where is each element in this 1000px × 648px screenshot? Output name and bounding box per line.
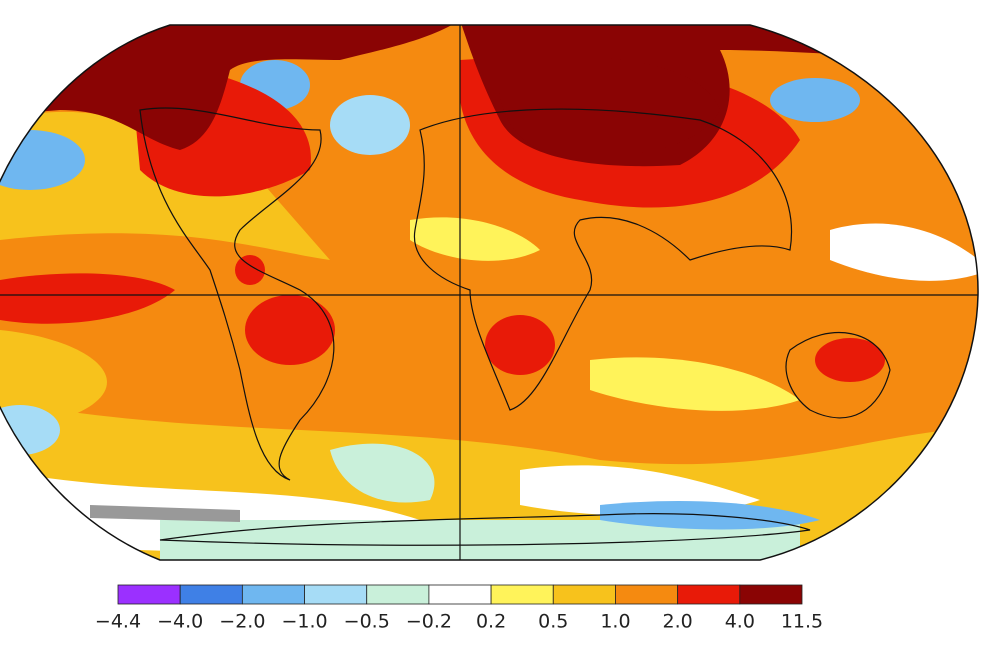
colorbar-tick-label: −4.0 — [157, 611, 203, 633]
map-outline — [0, 24, 979, 561]
colorbar-tick-label: 0.5 — [538, 611, 568, 633]
colorbar-segment — [552, 584, 616, 605]
colorbar-tick-label: −4.4 — [95, 611, 141, 633]
colorbar-tick-label: −1.0 — [281, 611, 327, 633]
colorbar-segment — [304, 584, 368, 605]
colorbar-tick-label: −0.5 — [344, 611, 390, 633]
anomaly-map — [0, 25, 979, 560]
colorbar-tick-label: 0.2 — [476, 611, 506, 633]
colorbar-tick-label: −0.2 — [406, 611, 452, 633]
colorbar-segment — [179, 584, 243, 605]
colorbar-segment — [490, 584, 554, 605]
colorbar-tick-label: 4.0 — [725, 611, 755, 633]
colorbar-tick-label: 1.0 — [600, 611, 630, 633]
colorbar-segment — [677, 584, 741, 605]
colorbar-tick-label: −2.0 — [219, 611, 265, 633]
colorbar-tick-label: 11.5 — [781, 611, 823, 633]
colorbar-tick-label: 2.0 — [663, 611, 693, 633]
colorbar-segment — [615, 584, 679, 605]
colorbar-segment — [428, 584, 492, 605]
colorbar: −4.4 −4.0 −2.0 −1.0 −0.5 −0.2 0.2 0.5 1.0 2.0 4.0 1… — [95, 584, 823, 633]
colorbar-segment — [739, 584, 803, 605]
colorbar-segment — [117, 584, 181, 605]
colorbar-segment — [366, 584, 430, 605]
colorbar-segment — [241, 584, 305, 605]
